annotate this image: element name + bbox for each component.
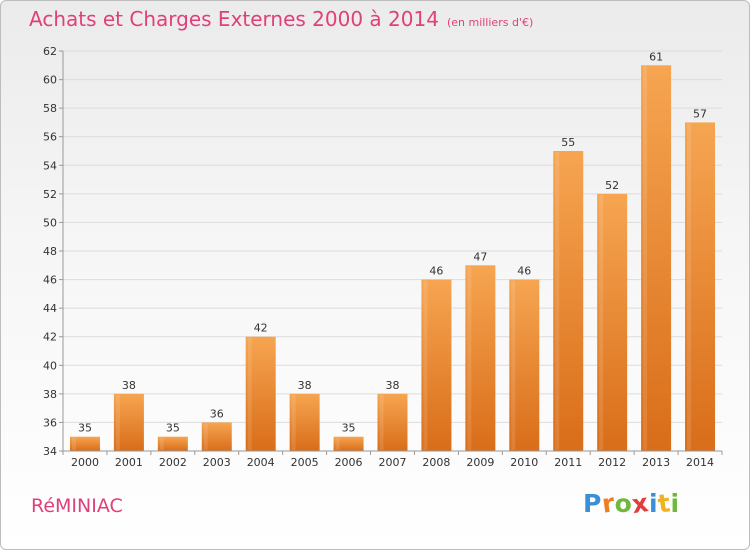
bar [333,436,364,451]
data-label: 42 [254,322,268,335]
y-tick-label: 58 [43,102,57,115]
y-tick-label: 38 [43,388,57,401]
bar [641,65,672,452]
bar [245,336,276,451]
data-label: 55 [561,136,575,149]
data-label: 52 [605,179,619,192]
bar-highlight [423,280,428,450]
bar [553,151,584,451]
data-label: 38 [298,379,312,392]
bar-highlight [115,394,120,450]
y-tick-label: 54 [43,159,57,172]
bar [421,279,452,451]
bar [685,122,716,451]
x-tick-label: 2008 [422,456,450,469]
data-label: 47 [473,250,487,263]
x-tick-label: 2012 [598,456,626,469]
bar [377,393,408,451]
y-tick-label: 40 [43,359,57,372]
y-tick-label: 42 [43,331,57,344]
bar-highlight [71,437,76,450]
bar-highlight [159,437,164,450]
x-tick-label: 2005 [291,456,319,469]
commune-name: RéMINIAC [31,495,123,517]
bar [201,422,232,451]
data-label: 38 [122,379,136,392]
bar-highlight [599,194,604,450]
x-tick-label: 2003 [203,456,231,469]
y-tick-label: 34 [43,445,57,458]
y-tick-label: 52 [43,188,57,201]
x-tick-label: 2006 [335,456,363,469]
x-tick-label: 2010 [510,456,538,469]
data-label: 46 [429,265,443,278]
bar [113,393,144,451]
logo-letter: P [583,489,602,518]
chart-subtitle: (en milliers d'€) [446,16,534,29]
logo-letter: i [670,489,680,518]
logo-letter: o [614,489,633,518]
y-tick-label: 62 [43,45,57,58]
x-tick-label: 2013 [642,456,670,469]
data-label: 57 [693,107,707,120]
axes [59,50,723,455]
bar-highlight [291,394,296,450]
y-tick-label: 44 [43,302,57,315]
bar-highlight [335,437,340,450]
bar-highlight [555,152,560,450]
x-tick-label: 2014 [686,456,714,469]
data-label: 35 [166,422,180,435]
bar [597,193,628,451]
bar-highlight [467,266,472,450]
data-label: 61 [649,50,663,63]
bar-highlight [511,280,516,450]
bar [465,265,496,451]
bar-highlight [687,123,692,450]
bar [69,436,100,451]
x-tick-label: 2004 [247,456,275,469]
bar-highlight [247,337,252,450]
y-tick-label: 60 [43,74,57,87]
y-tick-label: 50 [43,216,57,229]
y-tick-label: 36 [43,416,57,429]
bar-highlight [203,423,208,450]
bar-highlight [379,394,384,450]
x-tick-label: 2002 [159,456,187,469]
chart-title: Achats et Charges Externes 2000 à 2014 [29,7,439,31]
y-tick-label: 46 [43,274,57,287]
chart-title-row: Achats et Charges Externes 2000 à 2014 (e… [29,7,533,31]
labels: 34 36 38 40 42 44 46 48 50 52 54 56 58 60 62 35 2000 38 20… [43,45,714,469]
data-label: 46 [517,265,531,278]
logo-letter: i [649,489,659,518]
bar-highlight [643,66,648,451]
data-label: 38 [386,379,400,392]
logo-letter: x [630,487,651,520]
bars [69,65,716,452]
x-tick-label: 2007 [379,456,407,469]
x-tick-label: 2009 [466,456,494,469]
data-label: 35 [342,422,356,435]
y-tick-label: 56 [43,131,57,144]
data-label: 35 [78,422,92,435]
bar [157,436,188,451]
data-label: 36 [210,407,224,420]
proxiti-logo[interactable]: Proxiti [583,487,680,520]
y-tick-label: 48 [43,245,57,258]
bar [509,279,540,451]
bar [289,393,320,451]
x-tick-label: 2000 [71,456,99,469]
x-tick-label: 2011 [554,456,582,469]
x-tick-label: 2001 [115,456,143,469]
